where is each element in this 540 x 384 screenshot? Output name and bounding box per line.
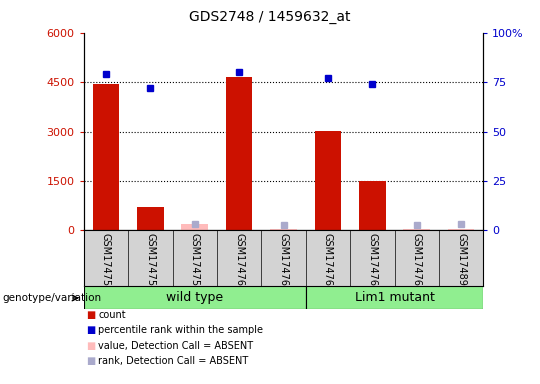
Text: GSM174761: GSM174761 [279,233,288,292]
Text: GSM174764: GSM174764 [411,233,422,292]
Text: GSM174760: GSM174760 [234,233,244,292]
Text: GSM174757: GSM174757 [101,233,111,293]
Text: Lim1 mutant: Lim1 mutant [355,291,435,304]
Text: genotype/variation: genotype/variation [3,293,102,303]
Text: count: count [98,310,126,320]
Text: ■: ■ [86,356,96,366]
Text: GSM174763: GSM174763 [367,233,377,292]
Text: GSM174758: GSM174758 [145,233,156,293]
Bar [226,77,252,230]
Bar [92,84,119,230]
Text: rank, Detection Call = ABSENT: rank, Detection Call = ABSENT [98,356,248,366]
Bar [359,181,386,230]
Text: value, Detection Call = ABSENT: value, Detection Call = ABSENT [98,341,253,351]
Bar [306,286,483,309]
Text: GSM174759: GSM174759 [190,233,200,293]
Text: GSM174762: GSM174762 [323,233,333,293]
Text: ■: ■ [86,325,96,335]
Bar [181,225,208,230]
Text: ■: ■ [86,310,96,320]
Bar [137,207,164,230]
Bar [403,229,430,230]
Bar [315,131,341,230]
Text: percentile rank within the sample: percentile rank within the sample [98,325,264,335]
Text: wild type: wild type [166,291,223,304]
Bar [448,229,475,230]
Bar [84,286,306,309]
Text: GSM174891: GSM174891 [456,233,466,292]
Text: ■: ■ [86,341,96,351]
Bar [270,229,297,230]
Text: GDS2748 / 1459632_at: GDS2748 / 1459632_at [189,10,351,23]
